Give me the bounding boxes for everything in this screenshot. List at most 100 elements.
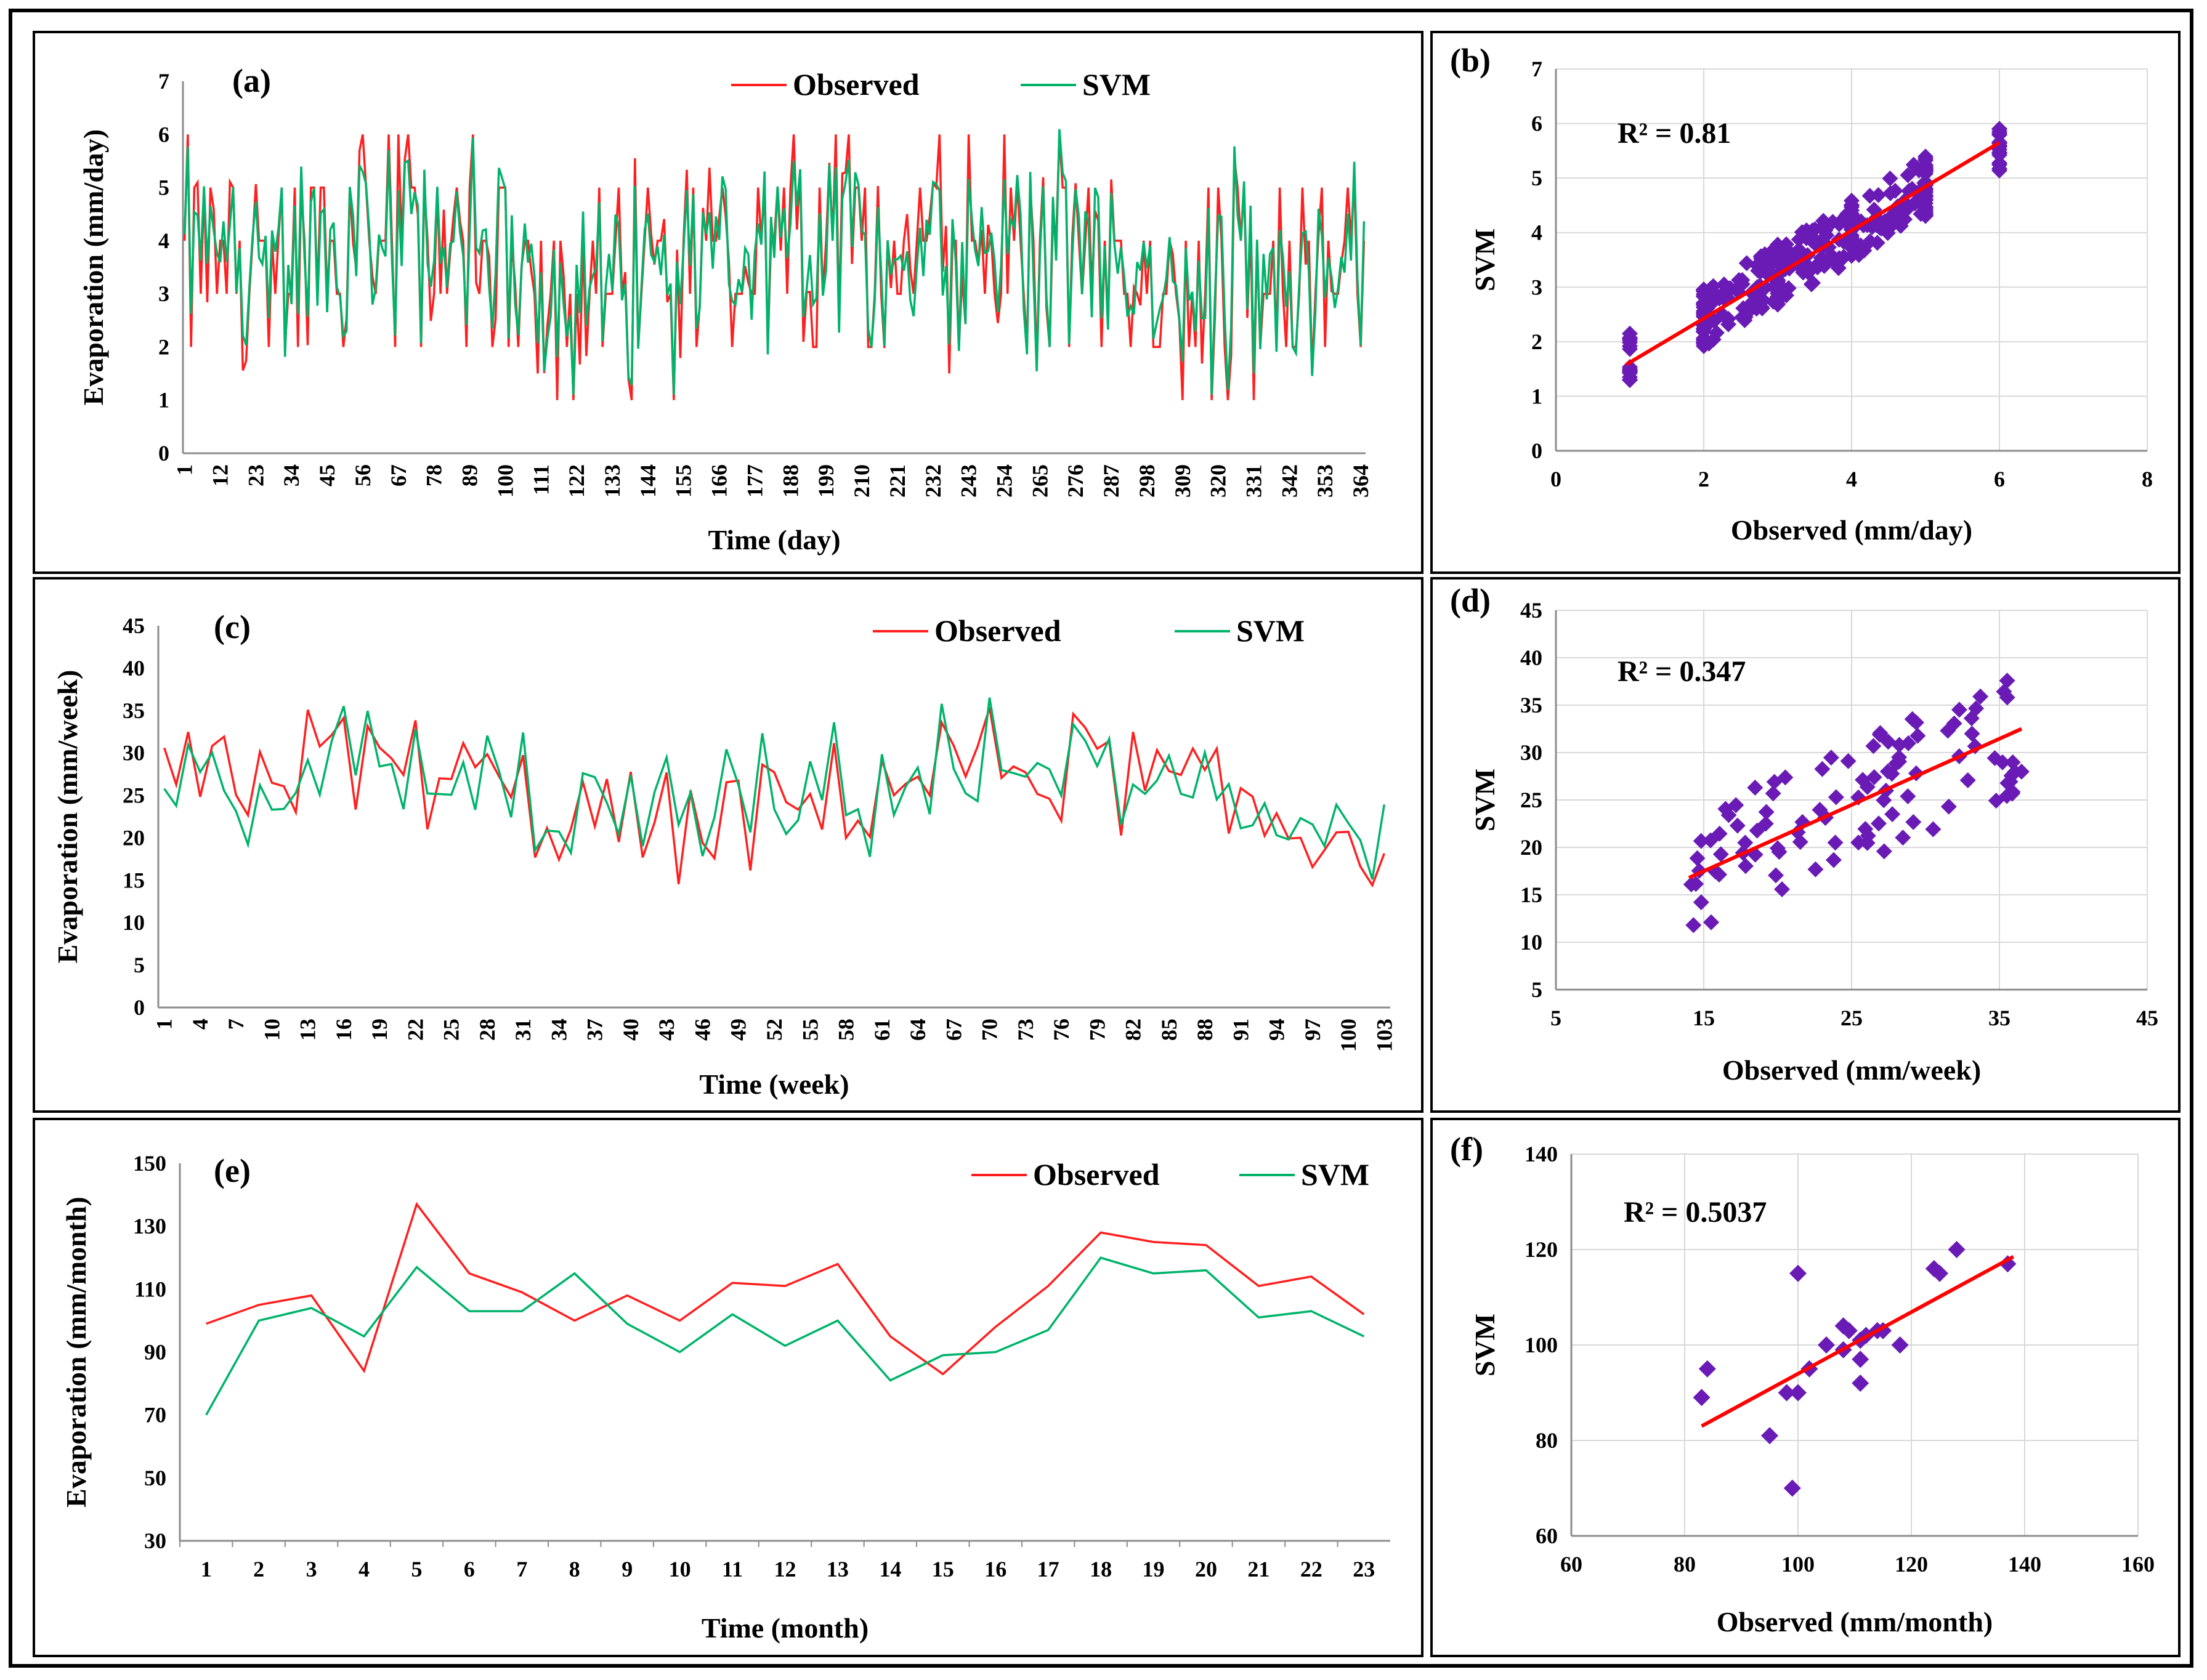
x-tick-label: 17 <box>1037 1557 1059 1581</box>
x-tick-label: 61 <box>870 1019 894 1041</box>
x-tick-label: 21 <box>1247 1557 1270 1581</box>
data-point <box>1891 737 1908 753</box>
x-tick-label: 7 <box>224 1019 248 1030</box>
chart-d: 5 10 15 20 25 30 35 40 45 5 15 25 35 45 (d) R² = 0.347 O… <box>1450 582 2158 1086</box>
y-tick-label: 35 <box>1520 693 1542 717</box>
data-point <box>1908 714 1924 731</box>
data-point <box>2004 754 2021 770</box>
data-point <box>1968 700 1985 717</box>
x-tick-label: 122 <box>564 464 589 498</box>
x-tick-label: 221 <box>885 464 910 498</box>
series-line-svm <box>163 697 1386 880</box>
x-tick-label: 80 <box>1674 1552 1696 1577</box>
data-point <box>1693 1389 1711 1407</box>
y-tick-label: 25 <box>123 783 145 808</box>
x-tick-label: 43 <box>654 1019 679 1041</box>
data-point <box>1792 834 1808 850</box>
data-point <box>1999 1255 2017 1273</box>
x-tick-label: 287 <box>1099 464 1124 498</box>
x-tick-label: 2 <box>1698 467 1709 491</box>
x-tick-label: 188 <box>778 464 803 498</box>
y-tick-label: 45 <box>123 613 145 638</box>
y-tick-label: 40 <box>1520 645 1542 670</box>
x-tick-label: 23 <box>243 464 268 487</box>
x-tick-label: 8 <box>2142 467 2153 491</box>
x-tick-label: 20 <box>1195 1557 1217 1581</box>
x-tick-label: 82 <box>1121 1019 1146 1041</box>
data-point <box>1622 371 1638 388</box>
data-point <box>1770 278 1786 295</box>
y-tick-label: 4 <box>158 228 169 253</box>
data-point <box>1850 834 1867 851</box>
x-tick-label: 13 <box>296 1019 320 1041</box>
x-tick-label: 166 <box>707 464 732 498</box>
x-tick-label: 309 <box>1170 464 1195 498</box>
y-axis-title: SVM <box>1469 228 1500 291</box>
data-point <box>1900 788 1916 804</box>
data-point <box>1749 822 1765 839</box>
data-point <box>1752 248 1769 265</box>
x-tick-label: 14 <box>879 1557 901 1581</box>
x-tick-label: 155 <box>671 464 696 498</box>
data-point <box>1818 1336 1835 1354</box>
data-point <box>1913 206 1929 222</box>
data-point <box>1807 236 1824 252</box>
x-tick-label: 25 <box>1841 1006 1863 1030</box>
data-point <box>1834 1317 1852 1335</box>
data-point <box>1991 160 2007 177</box>
y-tick-label: 5 <box>158 176 169 200</box>
data-point <box>1800 264 1816 281</box>
data-point <box>1852 1351 1869 1368</box>
data-point <box>1714 307 1731 323</box>
x-tick-label: 22 <box>1300 1557 1322 1581</box>
data-point <box>1728 797 1744 814</box>
data-point <box>1884 806 1901 823</box>
r-squared-label: R² = 0.347 <box>1618 655 1746 688</box>
data-point <box>1991 121 2007 137</box>
y-tick-label: 2 <box>158 334 169 359</box>
y-tick-label: 100 <box>1525 1333 1558 1357</box>
x-axis-title: Observed (mm/day) <box>1731 514 1972 546</box>
data-point <box>1925 1260 1943 1277</box>
y-tick-label: 15 <box>123 868 145 892</box>
data-point <box>1892 217 1909 234</box>
x-tick-label: 2 <box>253 1557 264 1581</box>
data-point <box>1840 1322 1858 1339</box>
y-tick-label: 30 <box>123 741 145 765</box>
x-tick-label: 144 <box>636 464 660 498</box>
legend-label-svm: SVM <box>1236 613 1305 648</box>
x-tick-label: 35 <box>1988 1006 2011 1030</box>
x-tick-label: 6 <box>464 1557 475 1581</box>
y-tick-label: 35 <box>123 698 145 723</box>
x-tick-label: 103 <box>1372 1019 1396 1052</box>
data-point <box>1967 738 1983 754</box>
panel-label: (c) <box>214 608 251 645</box>
data-point <box>1711 866 1728 883</box>
x-tick-label: 7 <box>516 1557 527 1581</box>
data-point <box>1870 187 1887 203</box>
data-point <box>1698 1360 1716 1378</box>
x-tick-label: 45 <box>2136 1006 2158 1030</box>
x-tick-label: 34 <box>279 464 304 487</box>
x-tick-label: 243 <box>957 464 981 498</box>
x-tick-label: 19 <box>367 1019 392 1041</box>
y-tick-label: 15 <box>1520 882 1542 907</box>
y-axis-title: Evaporation (mm/month) <box>60 1197 92 1508</box>
x-tick-label: 89 <box>458 464 482 487</box>
panel-a: 0 1 2 3 4 5 6 7 1 12 23 34 45 56 67 78 89 100 111 122 133 144… <box>33 31 1423 574</box>
x-tick-label: 94 <box>1265 1019 1289 1041</box>
trend-line <box>1701 1254 2015 1428</box>
data-point <box>1693 894 1709 911</box>
x-tick-label: 78 <box>422 464 447 487</box>
x-tick-label: 265 <box>1027 464 1052 498</box>
x-tick-label: 1 <box>172 464 197 475</box>
x-tick-label: 64 <box>905 1019 930 1041</box>
x-tick-label: 5 <box>1550 1006 1561 1030</box>
x-tick-label: 31 <box>511 1019 535 1041</box>
y-tick-label: 10 <box>123 910 145 935</box>
x-tick-label: 19 <box>1143 1557 1165 1581</box>
data-point <box>1696 282 1712 299</box>
data-point <box>1691 862 1707 879</box>
y-tick-label: 7 <box>1531 57 1542 81</box>
